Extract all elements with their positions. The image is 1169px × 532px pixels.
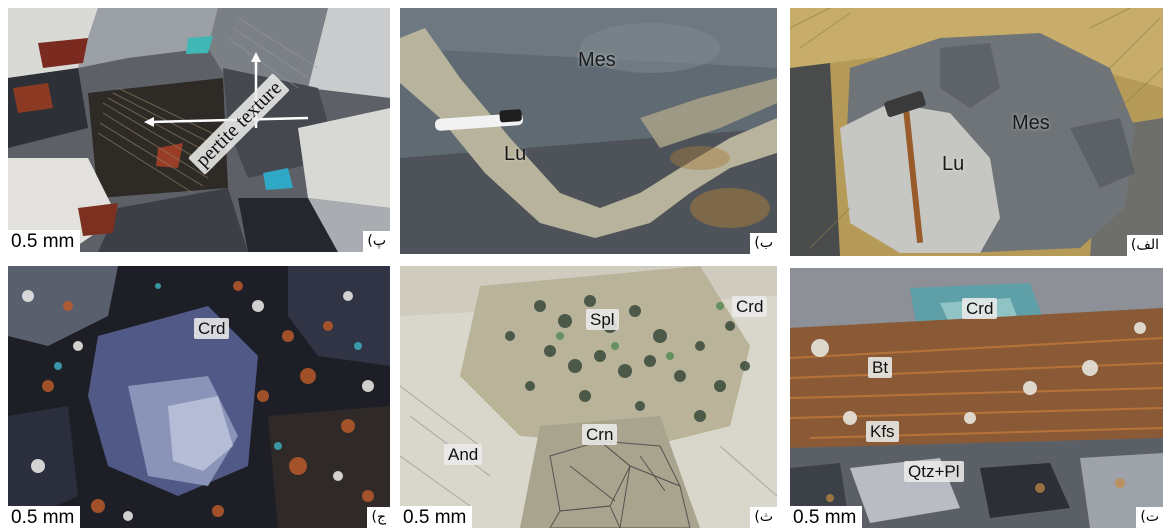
label-spl: Spl — [586, 309, 619, 330]
hammer-head — [884, 90, 926, 118]
micrograph-image — [8, 266, 390, 528]
boulder-image — [790, 8, 1163, 256]
label-mes: Mes — [578, 49, 616, 71]
label-mes: Mes — [1012, 112, 1050, 134]
panel-outcrop-photo: Mes Lu (ب — [400, 8, 777, 254]
hammer-handle — [903, 108, 924, 243]
label-lu: Lu — [942, 153, 965, 175]
panel-label-se: (ث — [750, 506, 777, 528]
panel-spinel-micrograph: Spl Crd And Crn 0.5 mm (ث — [400, 266, 777, 528]
panel-cordierite-micrograph: Crd 0.5 mm (ج — [8, 266, 390, 528]
label-bt: Bt — [868, 357, 893, 378]
scale-bar-label: 0.5 mm — [8, 506, 81, 528]
micrograph-image — [400, 266, 777, 528]
panel-label-alef: (الف — [1126, 234, 1163, 256]
label-qtz-pl: Qtz+Pl — [904, 461, 964, 482]
label-lu: Lu — [504, 143, 527, 165]
label-and: And — [444, 444, 483, 465]
panel-biotite-micrograph: Crd Bt Kfs Qtz+Pl 0.5 mm (ت — [790, 268, 1163, 528]
panel-perthite-micrograph: pertite texture 0.5 mm (پ — [8, 8, 390, 252]
outcrop-image — [400, 8, 777, 254]
label-crd: Crd — [194, 318, 230, 339]
scale-bar-label: 0.5 mm — [790, 506, 863, 528]
label-crd: Crd — [962, 298, 998, 319]
micrograph-image — [8, 8, 390, 252]
label-crn: Crn — [582, 424, 618, 445]
label-kfs: Kfs — [866, 421, 899, 442]
panel-label-be: (ب — [750, 232, 777, 254]
panel-label-pe: (پ — [363, 230, 390, 252]
scale-bar-label: 0.5 mm — [400, 506, 473, 528]
label-crd: Crd — [732, 296, 768, 317]
panel-boulder-photo: Mes Lu (الف — [790, 8, 1163, 256]
scale-bar-label: 0.5 mm — [8, 230, 81, 252]
panel-label-te: (ت — [1136, 506, 1163, 528]
panel-label-jim: (ج — [367, 506, 390, 528]
